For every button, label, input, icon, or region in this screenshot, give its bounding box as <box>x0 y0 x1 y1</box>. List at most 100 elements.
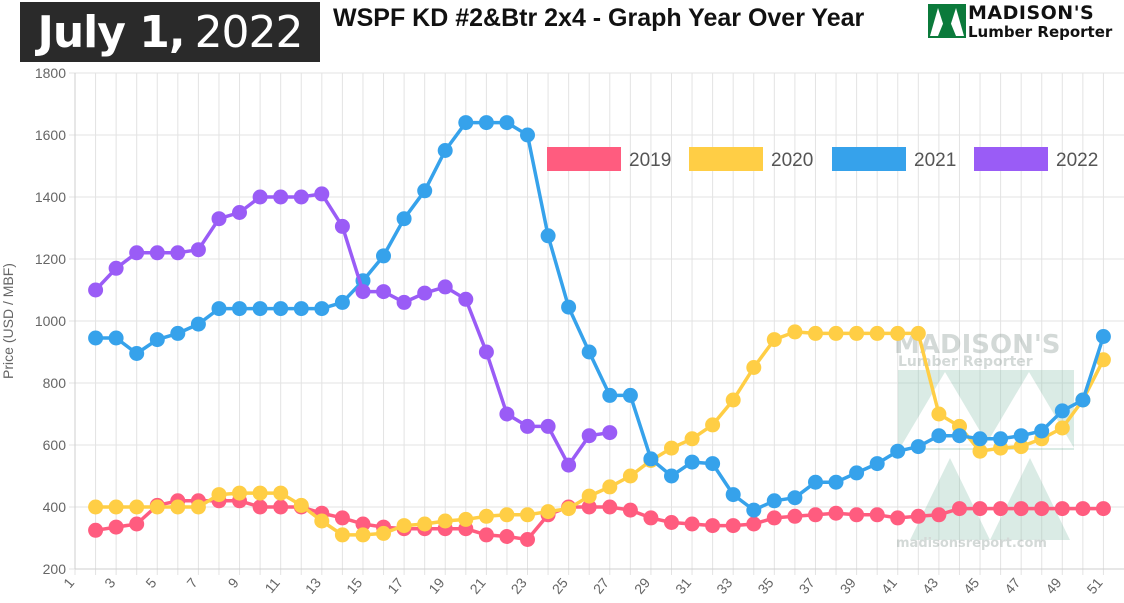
x-tick-label: 41 <box>878 574 900 596</box>
legend-label-2019: 2019 <box>629 150 671 171</box>
data-point-2020 <box>725 392 741 408</box>
data-point-2019 <box>787 508 803 524</box>
watermark-peak-right <box>984 372 1074 448</box>
x-tick-label: 47 <box>1001 574 1023 596</box>
data-point-2021 <box>458 115 474 131</box>
watermark-peak-bottom-left <box>910 458 990 540</box>
data-point-2020 <box>705 417 721 433</box>
data-point-2020 <box>1095 352 1111 368</box>
watermark-peak-bottom-right <box>990 458 1070 540</box>
data-point-2020 <box>766 332 782 348</box>
y-tick-label: 1200 <box>35 251 66 267</box>
data-point-2021 <box>1095 329 1111 344</box>
data-point-2020 <box>437 513 453 529</box>
data-point-2021 <box>993 431 1009 447</box>
data-point-2021 <box>931 428 947 444</box>
data-point-2021 <box>129 346 145 361</box>
data-point-2020 <box>190 499 206 515</box>
data-point-2020 <box>252 485 268 501</box>
data-point-2021 <box>252 301 268 317</box>
data-point-2020 <box>910 325 926 341</box>
data-point-2021 <box>1054 403 1070 419</box>
data-point-2021 <box>520 127 535 143</box>
chart-grid <box>69 72 1124 575</box>
legend-swatch-2020 <box>689 147 763 171</box>
legend-item-2022: 2022 <box>974 147 1098 171</box>
x-tick-label: 51 <box>1083 574 1105 596</box>
data-point-2021 <box>602 387 618 403</box>
data-point-2019 <box>952 501 967 517</box>
data-point-2019 <box>1034 501 1050 517</box>
y-tick-label: 1000 <box>35 313 66 329</box>
data-point-2022 <box>499 406 515 422</box>
data-point-2020 <box>88 499 104 515</box>
data-point-2021 <box>190 316 206 332</box>
data-point-2019 <box>88 522 104 538</box>
data-point-2019 <box>684 516 700 532</box>
x-tick-label: 13 <box>302 574 324 596</box>
data-point-2020 <box>828 325 844 341</box>
data-point-2021 <box>622 387 638 403</box>
y-tick-label: 600 <box>43 437 67 453</box>
logo-subtitle: Lumber Reporter <box>968 23 1113 41</box>
y-tick-label: 1800 <box>35 65 66 81</box>
data-point-2021 <box>910 439 926 455</box>
data-point-2019 <box>478 527 494 543</box>
y-tick-label: 1400 <box>35 189 66 205</box>
data-point-2020 <box>1054 420 1070 436</box>
date-year: 2022 <box>194 6 304 58</box>
watermark: MADISON'S Lumber Reporter madisonsreport… <box>894 330 1074 551</box>
data-point-2019 <box>993 501 1009 517</box>
x-tick-label: 19 <box>425 574 447 596</box>
data-point-2021 <box>828 474 844 490</box>
data-point-2020 <box>684 431 700 447</box>
x-tick-label: 31 <box>672 574 694 596</box>
data-point-2021 <box>705 456 721 472</box>
data-point-2021 <box>746 502 762 518</box>
data-point-2019 <box>869 507 885 523</box>
logo-mountain-icon <box>928 4 966 38</box>
data-point-2022 <box>355 284 371 300</box>
data-point-2019 <box>972 501 988 517</box>
x-tick-label: 37 <box>795 574 817 596</box>
data-point-2021 <box>1013 428 1029 444</box>
data-point-2020 <box>520 507 535 523</box>
data-point-2020 <box>273 485 289 501</box>
data-point-2022 <box>334 218 350 234</box>
x-tick-label: 1 <box>60 574 77 590</box>
data-point-2021 <box>952 428 967 444</box>
data-point-2019 <box>931 507 947 523</box>
data-point-2022 <box>417 285 433 301</box>
data-point-2019 <box>1013 501 1029 517</box>
legend-item-2019: 2019 <box>547 147 671 171</box>
chart-title: WSPF KD #2&Btr 2x4 - Graph Year Over Yea… <box>333 4 865 32</box>
data-point-2022 <box>170 245 186 261</box>
watermark-sub: Lumber Reporter <box>898 354 1033 370</box>
data-point-2019 <box>849 507 865 523</box>
data-point-2019 <box>828 505 844 521</box>
data-point-2020 <box>602 479 618 495</box>
data-point-2021 <box>808 474 823 490</box>
data-point-2020 <box>540 504 556 520</box>
data-point-2021 <box>581 344 597 360</box>
data-point-2021 <box>1034 423 1050 439</box>
data-point-2022 <box>540 418 556 434</box>
data-point-2022 <box>232 205 247 220</box>
data-point-2021 <box>664 468 679 484</box>
data-point-2020 <box>664 440 679 456</box>
data-point-2022 <box>478 344 494 360</box>
data-point-2022 <box>190 242 206 258</box>
data-point-2019 <box>766 510 782 526</box>
y-tick-label: 1600 <box>35 127 66 143</box>
data-point-2022 <box>129 245 145 261</box>
data-point-2021 <box>273 301 289 317</box>
data-point-2021 <box>293 301 309 317</box>
data-point-2020 <box>355 527 371 543</box>
data-point-2022 <box>602 425 618 441</box>
legend-label-2021: 2021 <box>914 150 956 171</box>
x-tick-label: 39 <box>837 574 859 596</box>
data-point-2021 <box>396 211 412 227</box>
x-tick-label: 15 <box>343 574 365 596</box>
x-tick-label: 5 <box>142 574 159 590</box>
data-point-2021 <box>478 115 494 131</box>
